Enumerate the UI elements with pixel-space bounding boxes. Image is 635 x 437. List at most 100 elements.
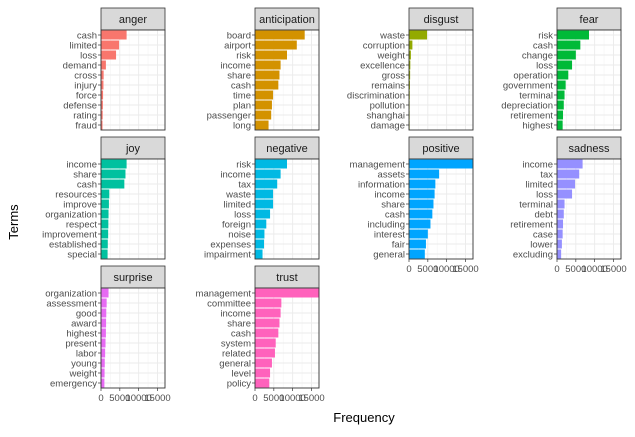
y-tick-label: cash [231,328,251,339]
y-tick-label: defense [63,100,97,111]
y-tick-label: share [381,199,405,210]
bar [101,120,103,130]
bar [101,30,127,40]
x-tick-label: 15000 [298,393,324,404]
y-tick-label: terminal [519,199,553,210]
y-tick-label: organization [45,288,97,299]
x-tick-label: 5000 [565,264,586,275]
y-tick-label: income [374,189,405,200]
bar [101,209,109,219]
bar [557,189,573,199]
y-tick-label: loss [80,50,97,61]
bar [255,189,274,199]
bar [101,298,107,308]
bar [409,239,426,249]
bar [255,159,287,169]
y-tick-label: labor [76,348,97,359]
y-tick-label: improve [63,199,97,210]
panel-border [254,158,320,260]
y-tick-label: information [358,179,405,190]
bar [255,50,287,60]
panel-background [409,30,473,130]
y-tick-label: depreciation [501,100,553,111]
y-tick-label: pollution [370,100,405,111]
bar [101,358,105,368]
y-tick-label: management [196,288,252,299]
bar [409,30,428,40]
bar [557,239,562,249]
bar [557,80,566,90]
y-tick-label: income [522,159,553,170]
y-tick-label: board [227,30,251,41]
y-tick-label: risk [236,50,251,61]
panel-border [254,29,320,131]
bar [557,90,565,100]
x-tick-label: 5000 [417,264,438,275]
bar [255,288,319,298]
facet-strip-label: negative [266,143,308,155]
bar [409,199,434,209]
panel-border [556,158,622,260]
y-tick-label: retirement [510,110,553,121]
y-tick-label: organization [45,209,97,220]
bar [409,219,431,229]
x-tick-label: 15000 [144,393,170,404]
bar [255,219,267,229]
y-tick-label: level [231,368,251,379]
y-tick-label: share [227,70,251,81]
bar [409,50,411,60]
bar [101,288,109,298]
bar [255,30,305,40]
y-tick-label: special [67,249,97,260]
y-tick-label: income [220,308,251,319]
panel-border [408,29,474,131]
y-tick-label: income [220,60,251,71]
panel-background [101,288,165,388]
facet-strip-label: trust [276,272,297,284]
bar [255,169,281,179]
y-tick-label: cash [77,179,97,190]
facet-strip-label: sadness [569,143,610,155]
y-tick-label: cash [533,40,553,51]
bar [101,318,107,328]
bar [557,50,576,60]
bar [101,50,117,60]
bar [255,298,282,308]
y-tick-label: management [350,159,406,170]
bar [409,229,428,239]
y-tick-label: operation [513,70,553,81]
bar [101,40,120,50]
y-tick-label: limited [70,40,97,51]
bar [255,40,297,50]
bar [255,348,275,358]
y-tick-label: change [522,50,553,61]
y-tick-label: cross [74,70,97,81]
facet-strip-label: disgust [424,14,459,26]
bar [101,70,104,80]
bar [255,378,270,388]
bar [255,209,271,219]
y-tick-label: fair [392,239,405,250]
bar [255,120,269,130]
y-tick-label: general [219,358,251,369]
bar [557,199,565,209]
x-tick-label: 5000 [263,393,284,404]
y-tick-label: share [227,318,251,329]
bar [101,189,110,199]
y-tick-label: tax [540,169,553,180]
y-tick-label: award [71,318,97,329]
y-tick-label: good [76,308,97,319]
y-tick-label: risk [236,159,251,170]
bar [409,209,433,219]
x-axis-title: Frequency [333,410,395,425]
bar [255,199,274,209]
bar [557,219,564,229]
y-tick-label: corruption [363,40,405,51]
y-tick-label: gross [382,70,405,81]
bar [255,110,272,120]
bar [557,100,564,110]
y-tick-label: tax [238,179,251,190]
y-tick-label: weight [377,50,406,61]
facet-strip-label: anticipation [259,14,315,26]
